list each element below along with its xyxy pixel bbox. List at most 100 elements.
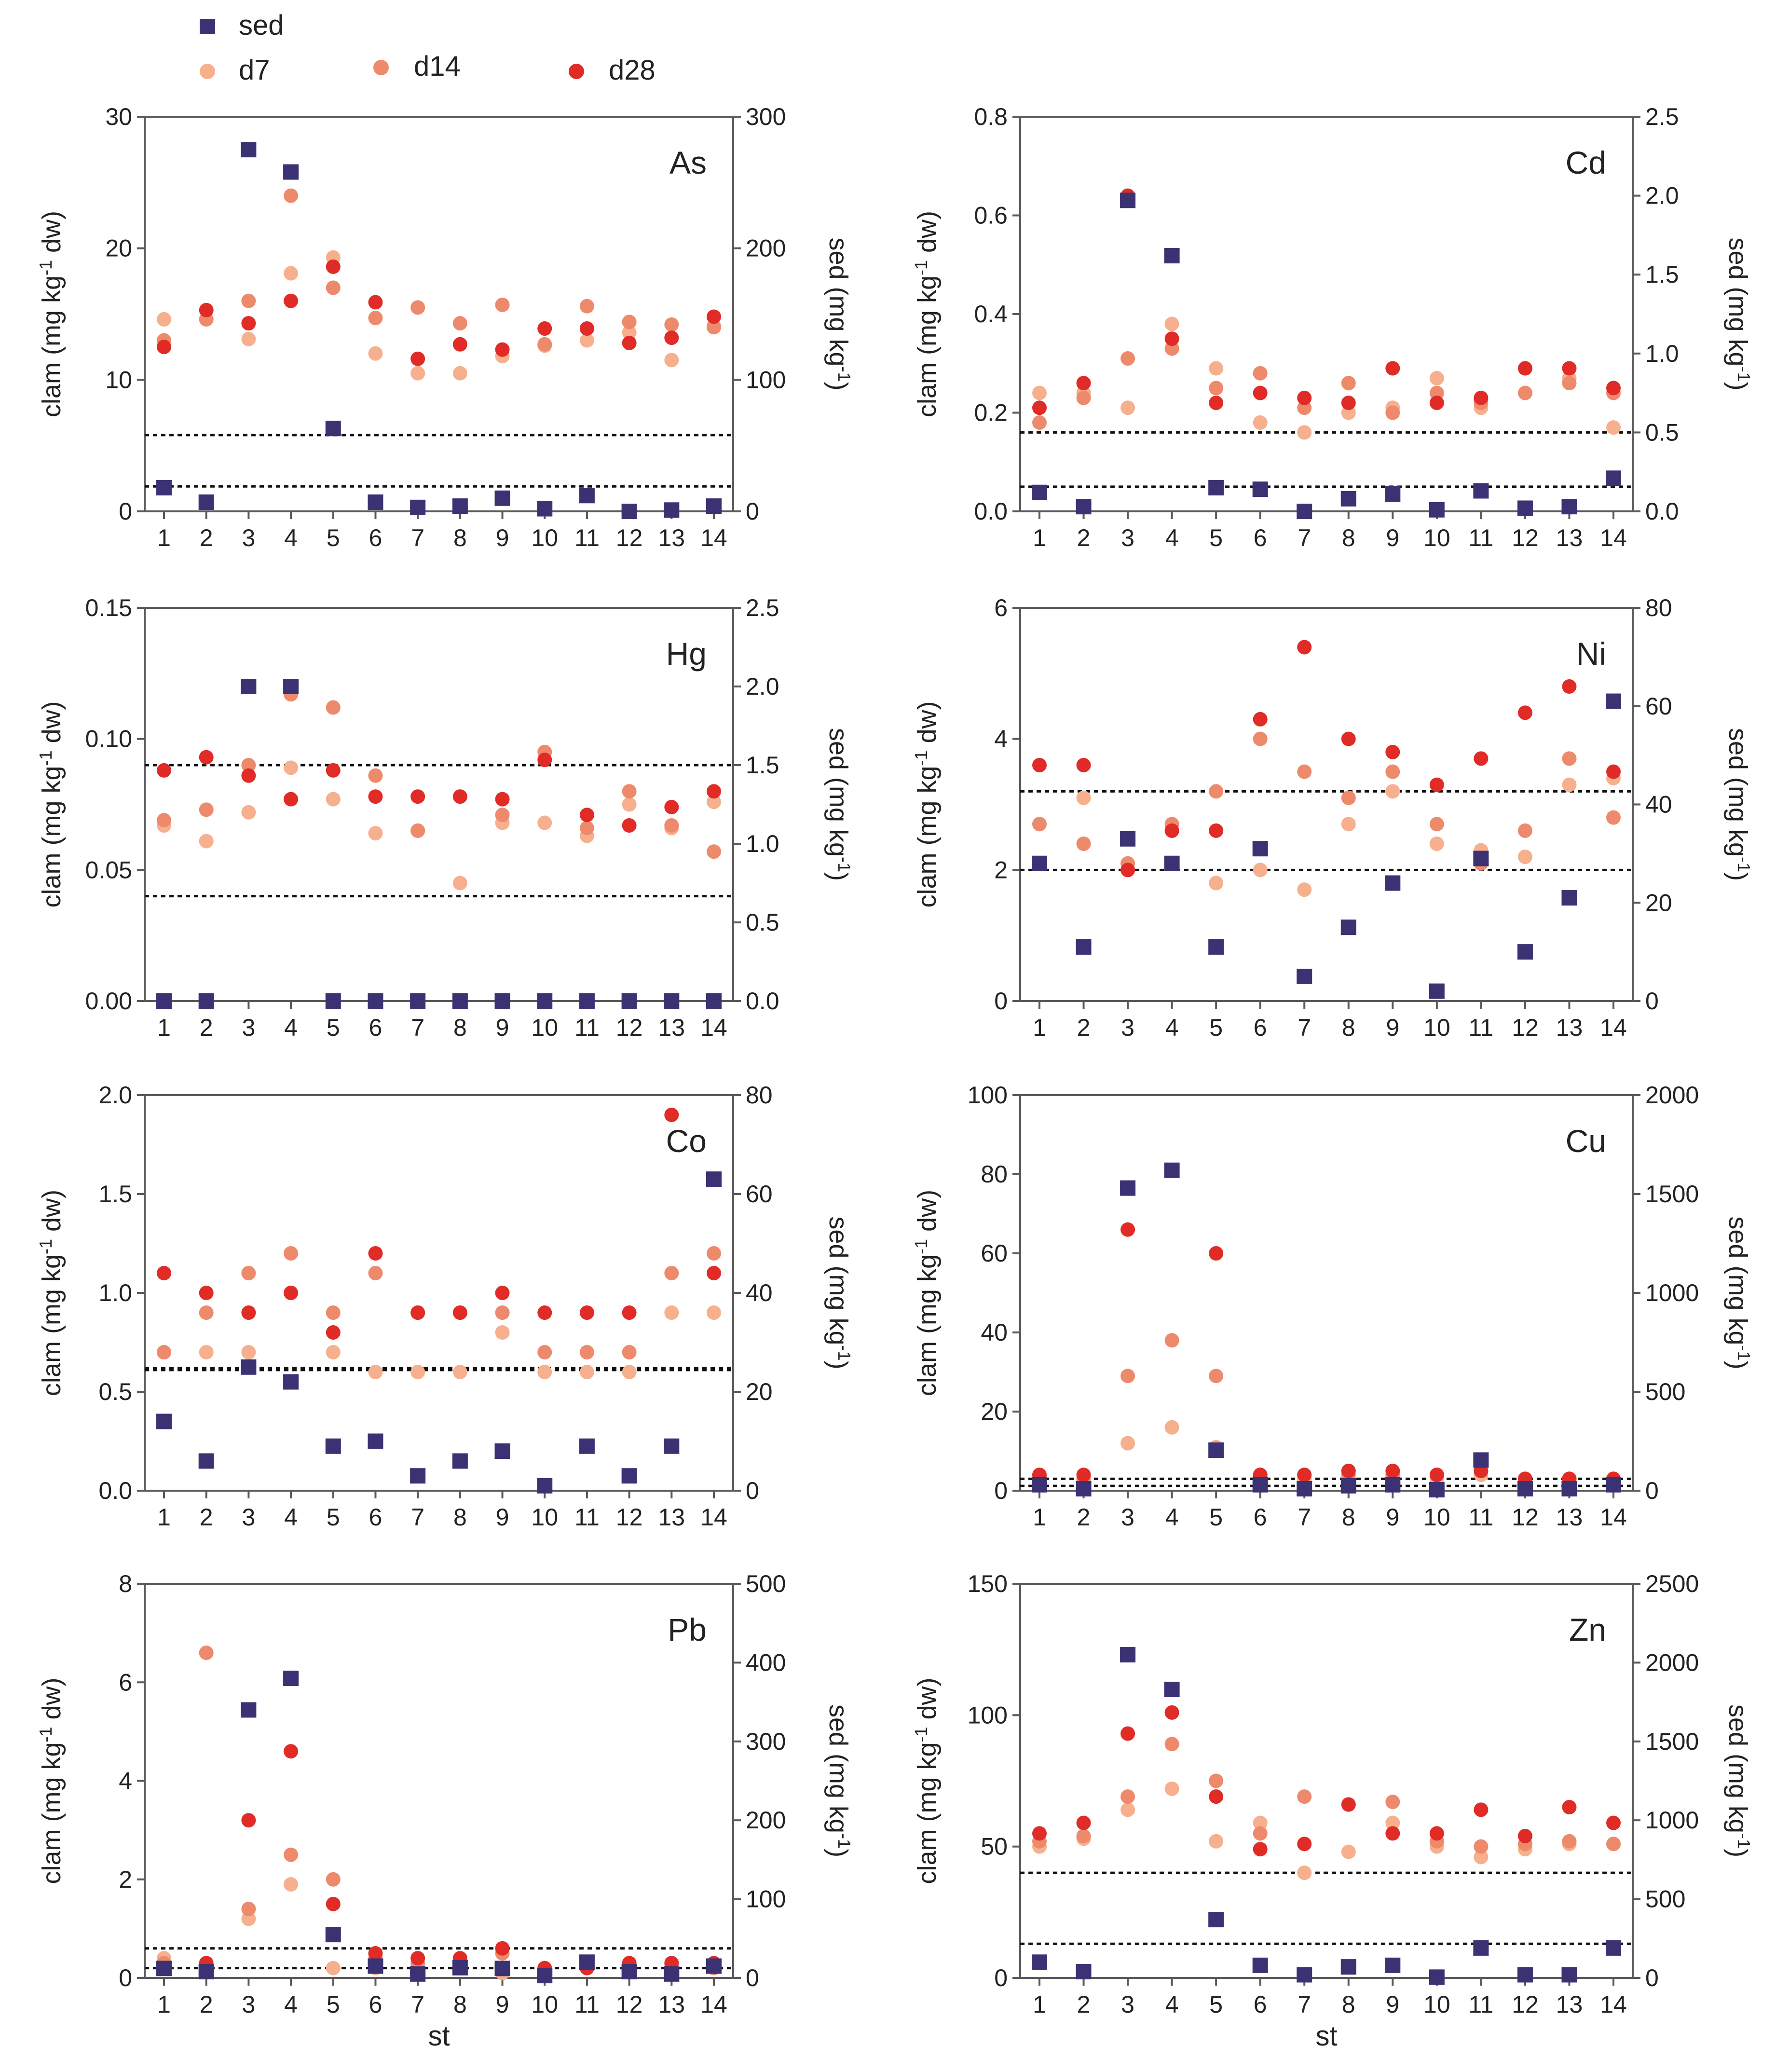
- y2-tick-label: 2500: [1645, 1570, 1699, 1597]
- y-tick-label: 4: [119, 1768, 132, 1795]
- point-d28-st13: [1562, 679, 1577, 694]
- x-tick-label: 6: [1254, 1014, 1267, 1041]
- point-sed-st1: [1032, 855, 1047, 871]
- series-sed: [156, 1671, 722, 1984]
- legend-item-sed: sed: [200, 10, 284, 41]
- y2-tick-label: 20: [746, 1378, 773, 1405]
- point-d7-st11: [579, 1365, 594, 1379]
- y2-tick-label: 400: [746, 1649, 786, 1676]
- point-sed-st6: [368, 993, 383, 1009]
- point-d28-st13: [1562, 361, 1577, 376]
- y-axis-title-part: dw): [913, 1677, 942, 1727]
- y2-axis-title-part: sed (mg kg: [1723, 237, 1752, 366]
- x-tick-label: 3: [1121, 1504, 1134, 1531]
- point-d7-st10: [537, 815, 552, 830]
- x-tick-label: 8: [453, 1991, 467, 2018]
- y2-axis-title-part: -1: [834, 857, 854, 872]
- point-d7-st4: [284, 760, 299, 775]
- point-sed-st2: [198, 1963, 214, 1979]
- point-sed-st11: [579, 1954, 595, 1970]
- point-sed-st10: [537, 501, 553, 517]
- point-d14-st4: [1164, 1737, 1179, 1752]
- y-tick-label: 100: [968, 1702, 1008, 1729]
- y-axis-title: clam (mg kg-1 dw): [36, 211, 66, 417]
- point-d14-st6: [368, 311, 383, 326]
- point-d14-st7: [410, 823, 425, 838]
- x-tick-label: 11: [574, 1991, 600, 2018]
- point-d7-st8: [1341, 817, 1356, 832]
- y2-tick-label: 0: [1645, 1477, 1659, 1504]
- point-sed-st14: [706, 1171, 722, 1187]
- point-d14-st13: [1562, 751, 1577, 766]
- y-tick-label: 0.6: [974, 202, 1008, 229]
- point-d14-st8: [1341, 790, 1356, 805]
- y2-tick-label: 100: [746, 1886, 786, 1913]
- point-d7-st3: [1120, 1436, 1135, 1451]
- x-tick-label: 2: [1077, 1991, 1091, 2018]
- series-d7: [1032, 771, 1621, 897]
- point-d28-st12: [1517, 705, 1532, 720]
- series-d28: [1032, 1705, 1621, 1857]
- x-tick-label: 2: [200, 1014, 213, 1041]
- y2-tick-label: 2.0: [1645, 182, 1679, 209]
- x-tick-label: 6: [369, 1991, 383, 2018]
- point-d7-st7: [410, 1365, 425, 1379]
- series-d7: [1032, 1781, 1621, 1880]
- y-axis-title: clam (mg kg-1 dw): [911, 1190, 942, 1396]
- point-sed-st4: [1164, 247, 1180, 263]
- x-tick-label: 1: [157, 1014, 171, 1041]
- point-sed-st8: [452, 498, 468, 514]
- point-sed-st14: [1606, 1940, 1621, 1956]
- y-tick-label: 1.0: [98, 1279, 132, 1306]
- y2-axis-title-part: sed (mg kg: [824, 1704, 853, 1833]
- y2-tick-label: 0: [746, 1964, 759, 1991]
- y2-tick-label: 1.0: [1645, 340, 1679, 367]
- y-axis-title-part: clam (mg kg: [913, 766, 942, 907]
- point-sed-st1: [156, 1961, 172, 1976]
- panel-cd: 0.00.20.40.60.80.00.51.01.52.02.51 2 3 4 5 6 7…: [911, 103, 1754, 551]
- x-tick-label: 5: [327, 524, 340, 551]
- series-d28: [157, 750, 721, 833]
- x-tick-label: 13: [658, 1014, 685, 1041]
- point-d28-st4: [284, 1744, 299, 1759]
- point-d14-st5: [1209, 784, 1224, 799]
- panel-title: Pb: [668, 1612, 707, 1647]
- point-d14-st11: [1474, 1839, 1489, 1854]
- y-axis-title-part: clam (mg kg: [37, 1742, 66, 1884]
- point-sed-st7: [410, 1468, 426, 1484]
- plot-frame: [144, 607, 734, 1002]
- point-sed-st7: [410, 499, 426, 515]
- point-d28-st10: [1429, 1468, 1444, 1482]
- y-axis-title: clam (mg kg-1 dw): [911, 211, 942, 417]
- y2-tick-label: 0.5: [1645, 419, 1679, 446]
- y-tick-label: 0.10: [85, 726, 132, 753]
- x-tick-label: 14: [1600, 1504, 1627, 1531]
- x-tick-label: 10: [531, 1014, 558, 1041]
- point-d14-st2: [1076, 1828, 1091, 1843]
- point-d7-st9: [495, 1325, 510, 1340]
- point-d28-st4: [284, 293, 299, 308]
- point-d28-st2: [1076, 376, 1091, 391]
- x-tick-label: 4: [284, 524, 298, 551]
- y2-axis-title: sed (mg kg-1): [1723, 1704, 1754, 1857]
- x-tick-label: 9: [496, 524, 509, 551]
- x-tick-label: 10: [1423, 1014, 1450, 1041]
- point-sed-st9: [494, 1961, 510, 1976]
- point-sed-st12: [621, 504, 637, 519]
- series-d28: [1032, 1222, 1621, 1486]
- point-sed-st9: [1385, 1957, 1401, 1973]
- point-d14-st3: [1120, 351, 1135, 366]
- point-d14-st5: [1209, 381, 1224, 396]
- point-d14-st7: [410, 300, 425, 315]
- x-tick-label: 14: [700, 1991, 727, 2018]
- plot-frame: [1019, 1583, 1634, 1979]
- point-d28-st3: [241, 1813, 256, 1828]
- point-d14-st10: [537, 337, 552, 352]
- y-tick-label: 20: [981, 1398, 1008, 1425]
- y-axis-title-part: dw): [913, 211, 942, 260]
- x-tick-label: 8: [1342, 1991, 1355, 2018]
- y-tick-label: 0: [119, 498, 132, 525]
- point-d7-st9: [1385, 784, 1400, 799]
